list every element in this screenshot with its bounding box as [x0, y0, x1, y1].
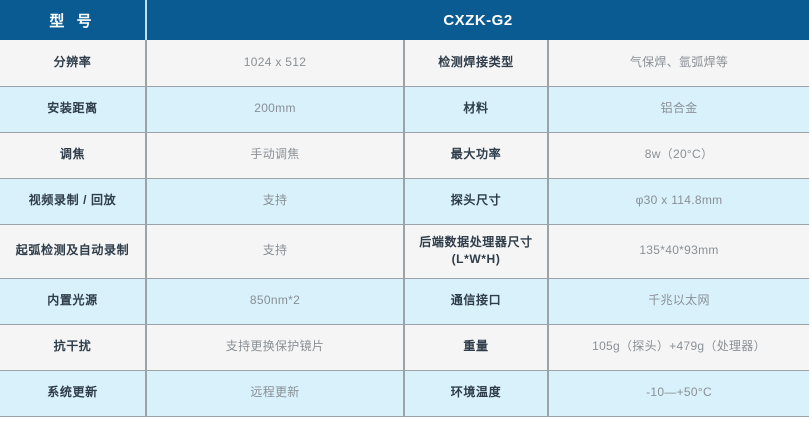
table-row: 调焦 手动调焦 最大功率 8w（20°C）: [0, 132, 809, 179]
row-value-left: 850nm*2: [146, 278, 405, 325]
row-value-left: 远程更新: [146, 370, 405, 417]
row-value-right: 8w（20°C）: [548, 132, 809, 179]
table-row: 安装距离 200mm 材料 铝合金: [0, 86, 809, 133]
table-row: 分辨率 1024 x 512 检测焊接类型 气保焊、氩弧焊等: [0, 40, 809, 87]
row-label-left: 起弧检测及自动录制: [0, 224, 147, 279]
row-value-right: 千兆以太网: [548, 278, 809, 325]
row-label-right: 最大功率: [404, 132, 549, 179]
row-value-right: 105g（探头）+479g（处理器）: [548, 324, 809, 371]
row-label-right: 材料: [404, 86, 549, 133]
row-value-right: 135*40*93mm: [548, 224, 809, 279]
row-label-left: 内置光源: [0, 278, 147, 325]
row-label-left: 视频录制 / 回放: [0, 178, 147, 225]
row-value-left: 支持: [146, 224, 405, 279]
table-row: 起弧检测及自动录制 支持 后端数据处理器尺寸 (L*W*H) 135*40*93mm: [0, 224, 809, 279]
row-label-left: 抗干扰: [0, 324, 147, 371]
table-header: 型 号 CXZK-G2: [0, 0, 809, 40]
row-label-left: 调焦: [0, 132, 147, 179]
table-row: 抗干扰 支持更换保护镜片 重量 105g（探头）+479g（处理器）: [0, 324, 809, 371]
row-value-right: φ30 x 114.8mm: [548, 178, 809, 225]
row-label-left: 安装距离: [0, 86, 147, 133]
row-label-right-line2: (L*W*H): [451, 252, 501, 266]
row-value-right: 气保焊、氩弧焊等: [548, 40, 809, 87]
row-value-left: 支持: [146, 178, 405, 225]
row-value-left: 200mm: [146, 86, 405, 133]
table-row: 系统更新 远程更新 环境温度 -10—+50°C: [0, 370, 809, 417]
row-value-right: -10—+50°C: [548, 370, 809, 417]
header-model-value: CXZK-G2: [146, 0, 809, 40]
row-label-left: 系统更新: [0, 370, 147, 417]
row-value-right: 铝合金: [548, 86, 809, 133]
row-label-right: 检测焊接类型: [404, 40, 549, 87]
table-header-row: 型 号 CXZK-G2: [0, 0, 809, 40]
row-label-right-line1: 后端数据处理器尺寸: [419, 234, 533, 249]
row-label-right: 通信接口: [404, 278, 549, 325]
row-label-right: 环境温度: [404, 370, 549, 417]
table-body: 分辨率 1024 x 512 检测焊接类型 气保焊、氩弧焊等 安装距离 200mm 材料 铝合…: [0, 40, 809, 417]
header-model-label: 型 号: [0, 0, 147, 40]
table-row: 视频录制 / 回放 支持 探头尺寸 φ30 x 114.8mm: [0, 178, 809, 225]
row-label-right: 重量: [404, 324, 549, 371]
row-label-right: 探头尺寸: [404, 178, 549, 225]
row-label-right: 后端数据处理器尺寸 (L*W*H): [404, 224, 549, 279]
row-value-left: 1024 x 512: [146, 40, 405, 87]
table-row: 内置光源 850nm*2 通信接口 千兆以太网: [0, 278, 809, 325]
row-value-left: 手动调焦: [146, 132, 405, 179]
row-label-left: 分辨率: [0, 40, 147, 87]
row-value-left: 支持更换保护镜片: [146, 324, 405, 371]
